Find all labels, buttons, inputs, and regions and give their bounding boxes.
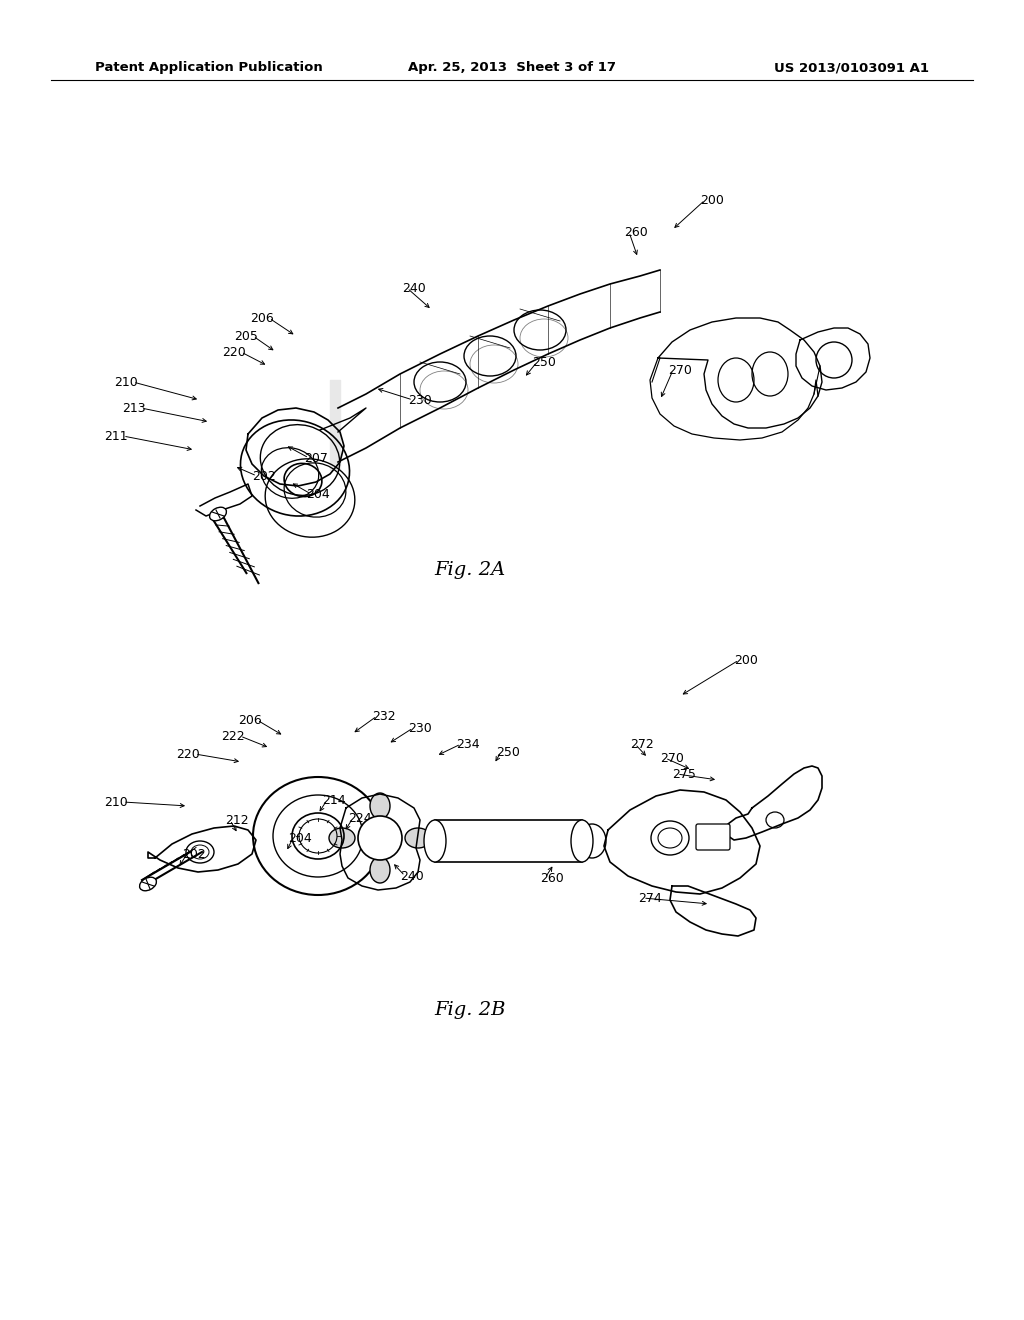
Text: Fig. 2B: Fig. 2B (434, 1001, 506, 1019)
Text: 230: 230 (408, 393, 432, 407)
Text: Apr. 25, 2013  Sheet 3 of 17: Apr. 25, 2013 Sheet 3 of 17 (408, 62, 616, 74)
Text: 213: 213 (123, 401, 146, 414)
Text: 205: 205 (234, 330, 258, 342)
Text: 260: 260 (624, 226, 648, 239)
Text: 232: 232 (372, 710, 395, 722)
Text: US 2013/0103091 A1: US 2013/0103091 A1 (774, 62, 929, 74)
Text: 202: 202 (252, 470, 275, 483)
Text: 250: 250 (496, 746, 520, 759)
FancyBboxPatch shape (696, 824, 730, 850)
Text: 274: 274 (638, 891, 662, 904)
Text: 222: 222 (221, 730, 245, 742)
Text: 220: 220 (222, 346, 246, 359)
Text: 220: 220 (176, 747, 200, 760)
Ellipse shape (571, 820, 593, 862)
Text: 270: 270 (668, 363, 692, 376)
Text: 200: 200 (734, 653, 758, 667)
Text: 230: 230 (408, 722, 432, 734)
Text: 272: 272 (630, 738, 653, 751)
Ellipse shape (370, 857, 390, 883)
Ellipse shape (424, 820, 446, 862)
Text: 207: 207 (304, 451, 328, 465)
Text: 212: 212 (225, 813, 249, 826)
Text: 211: 211 (104, 429, 128, 442)
Text: 204: 204 (288, 832, 311, 845)
Text: 270: 270 (660, 751, 684, 764)
Ellipse shape (253, 777, 383, 895)
Text: 275: 275 (672, 767, 696, 780)
Text: 224: 224 (348, 812, 372, 825)
Text: 210: 210 (115, 375, 138, 388)
Circle shape (358, 816, 402, 861)
Text: 210: 210 (104, 796, 128, 808)
Text: 200: 200 (700, 194, 724, 206)
Text: 250: 250 (532, 355, 556, 368)
Text: 206: 206 (250, 312, 274, 325)
Ellipse shape (406, 828, 431, 847)
Text: 240: 240 (400, 870, 424, 883)
Text: 240: 240 (402, 281, 426, 294)
Text: 202: 202 (182, 847, 206, 861)
Text: Patent Application Publication: Patent Application Publication (95, 62, 323, 74)
Ellipse shape (370, 793, 390, 818)
Text: 234: 234 (456, 738, 479, 751)
Ellipse shape (139, 878, 157, 891)
Text: Fig. 2A: Fig. 2A (434, 561, 506, 579)
Text: 260: 260 (540, 871, 564, 884)
Text: 206: 206 (239, 714, 262, 726)
Ellipse shape (210, 507, 226, 521)
Text: 214: 214 (322, 793, 346, 807)
Ellipse shape (329, 828, 355, 847)
Text: 204: 204 (306, 487, 330, 500)
